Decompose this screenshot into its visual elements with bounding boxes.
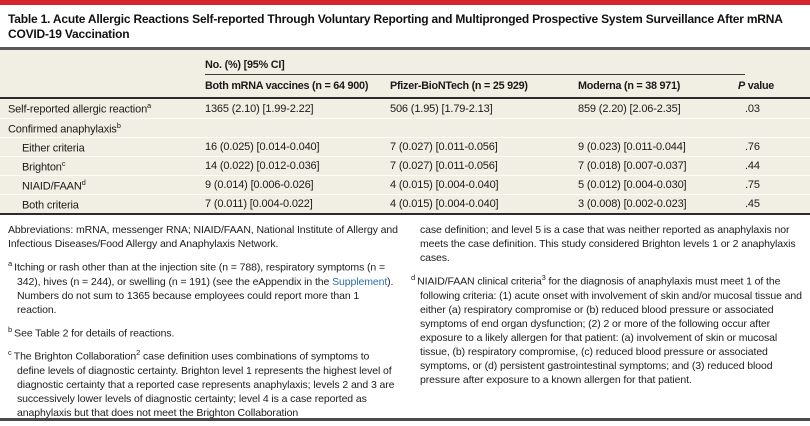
table-row: Brightonc 14 (0.022) [0.012-0.036] 7 (0.… xyxy=(0,156,810,175)
footnote-c-continuation: case definition; and level 5 is a case t… xyxy=(420,224,796,264)
row-label: Brightonc xyxy=(22,158,66,174)
data-table: No. (%) [95% CI] Both mRNA vaccines (n =… xyxy=(0,50,810,215)
cell-p-value: .44 xyxy=(745,160,760,172)
table-section-row: Confirmed anaphylaxisb xyxy=(0,118,810,137)
row-label: Confirmed anaphylaxisb xyxy=(8,120,121,136)
cell-p-value: .45 xyxy=(745,198,760,210)
cell-both-vaccines: 9 (0.014) [0.006-0.026] xyxy=(205,179,314,191)
cell-p-value: .76 xyxy=(745,141,760,153)
footnotes-left-column: Abbreviations: mRNA, messenger RNA; NIAI… xyxy=(8,223,399,426)
footnote-a-text: Itching or rash other than at the inject… xyxy=(14,261,386,288)
supplement-link[interactable]: Supplement xyxy=(332,275,388,288)
footnote-b-text: See Table 2 for details of reactions. xyxy=(14,327,175,339)
header-bottom-rule xyxy=(0,97,810,99)
footnotes: Abbreviations: mRNA, messenger RNA; NIAI… xyxy=(0,215,810,426)
abbreviations-note: Abbreviations: mRNA, messenger RNA; NIAI… xyxy=(8,224,398,250)
table-row: Either criteria 16 (0.025) [0.014-0.040]… xyxy=(0,137,810,156)
reference-2-superscript: 2 xyxy=(136,348,141,357)
footnote-c-marker: c xyxy=(8,348,12,357)
table-bottom-rule xyxy=(0,213,810,215)
footnote-b-marker: b xyxy=(8,324,13,334)
footnotes-right-column: case definition; and level 5 is a case t… xyxy=(411,223,802,426)
cell-moderna: 5 (0.012) [0.004-0.030] xyxy=(578,179,687,191)
accent-top-bar xyxy=(0,0,810,5)
cell-pfizer: 7 (0.027) [0.011-0.056] xyxy=(390,141,498,153)
cell-moderna: 859 (2.20) [2.06-2.35] xyxy=(578,102,681,115)
cell-both-vaccines: 14 (0.022) [0.012-0.036] xyxy=(205,160,320,172)
row-label: Both criteria xyxy=(22,199,79,212)
footnote-d-text-cont: for the diagnosis of anaphylaxis must me… xyxy=(420,275,802,386)
column-header-p-value: P value xyxy=(738,80,775,92)
footnote-a: a Itching or rash other than at the injec… xyxy=(8,257,399,317)
cell-pfizer: 4 (0.015) [0.004-0.040] xyxy=(390,179,499,191)
cell-moderna: 7 (0.018) [0.007-0.037] xyxy=(578,160,687,172)
group-header-cell: No. (%) [95% CI] xyxy=(205,59,745,75)
table-header-row: Both mRNA vaccines (n = 64 900) Pfizer-B… xyxy=(0,75,810,97)
row-label: NIAID/FAANd xyxy=(22,177,86,193)
table-header-group-row: No. (%) [95% CI] xyxy=(0,50,810,75)
cell-moderna: 3 (0.008) [0.002-0.023] xyxy=(578,198,687,210)
footnote-d-text: NIAID/FAAN clinical criteria xyxy=(417,275,542,288)
footnote-c: c The Brighton Collaboration2 case defini… xyxy=(8,346,399,420)
footnote-a-text-cont: ). Numbers do not sum to 1365 because em… xyxy=(17,275,394,316)
cell-pfizer: 7 (0.027) [0.011-0.056] xyxy=(390,160,498,172)
cell-pfizer: 4 (0.015) [0.004-0.040] xyxy=(390,198,499,210)
footnote-c-text-cont: case definition uses combinations of sym… xyxy=(17,350,395,419)
table-row: Self-reported allergic reactiona 1365 (2… xyxy=(0,99,810,118)
column-header-pfizer: Pfizer-BioNTech (n = 25 929) xyxy=(390,80,528,92)
cell-both-vaccines: 7 (0.011) [0.004-0.022] xyxy=(205,198,313,210)
table-row: NIAID/FAANd 9 (0.014) [0.006-0.026] 4 (0… xyxy=(0,175,810,194)
cell-moderna: 9 (0.023) [0.011-0.044] xyxy=(578,141,686,153)
table-row: Both criteria 7 (0.011) [0.004-0.022] 4 … xyxy=(0,194,810,213)
cell-both-vaccines: 16 (0.025) [0.014-0.040] xyxy=(205,141,320,153)
table-body: Self-reported allergic reactiona 1365 (2… xyxy=(0,99,810,213)
footnote-a-marker: a xyxy=(8,259,13,268)
column-header-moderna: Moderna (n = 38 971) xyxy=(578,80,681,92)
footnote-c-text: The Brighton Collaboration xyxy=(13,350,137,363)
column-header-both-vaccines: Both mRNA vaccines (n = 64 900) xyxy=(205,80,369,92)
title-divider xyxy=(0,47,810,50)
cell-pfizer: 506 (1.95) [1.79-2.13] xyxy=(390,102,493,115)
row-label: Self-reported allergic reactiona xyxy=(8,101,152,116)
cell-p-value: .03 xyxy=(745,102,760,115)
footnote-d-marker: d xyxy=(411,273,416,282)
cell-both-vaccines: 1365 (2.10) [1.99-2.22] xyxy=(205,102,314,115)
row-label: Either criteria xyxy=(22,142,85,155)
table-title: Table 1. Acute Allergic Reactions Self-r… xyxy=(8,12,783,41)
reference-3-superscript: 3 xyxy=(541,273,546,282)
cell-p-value: .75 xyxy=(745,179,760,191)
footnote-b: b See Table 2 for details of reactions. xyxy=(8,323,399,341)
footnote-d: d NIAID/FAAN clinical criteria3 for the d… xyxy=(411,271,802,387)
page-bottom-rule xyxy=(0,418,810,421)
